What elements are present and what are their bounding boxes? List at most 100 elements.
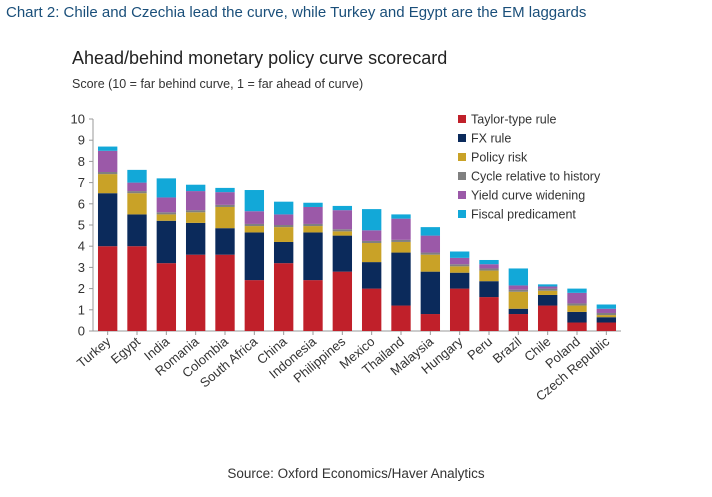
bar-segment	[537, 284, 558, 287]
x-tick-label: Egypt	[108, 334, 143, 367]
chart-subtitle: Score (10 = far behind curve, 1 = far ah…	[72, 77, 364, 91]
bar-segment	[215, 228, 235, 255]
bar-segment	[508, 289, 529, 292]
legend-swatch	[458, 210, 466, 218]
bar-segment	[127, 193, 147, 215]
legend-label: Taylor-type rule	[471, 113, 556, 127]
legend-swatch	[458, 115, 466, 123]
bar-segment	[97, 172, 118, 175]
bar-segment	[303, 226, 323, 233]
bar-segment	[420, 314, 441, 331]
y-tick-label: 5	[78, 218, 85, 233]
bar-segment	[420, 271, 441, 315]
legend-label: Yield curve widening	[471, 189, 585, 203]
bar-segment	[303, 280, 323, 331]
bar-segment	[596, 308, 617, 313]
bar-segment	[215, 204, 235, 207]
bar-segment	[420, 252, 441, 255]
bar-segment	[332, 210, 353, 230]
bar-segment	[596, 315, 617, 318]
chart-title: Ahead/behind monetary policy curve score…	[72, 48, 448, 68]
bar-segment	[361, 262, 382, 289]
bar-segment	[391, 305, 411, 331]
bar-segment	[185, 222, 206, 255]
bar-segment	[449, 264, 470, 267]
legend-swatch	[458, 153, 466, 161]
bar-segment	[97, 146, 118, 151]
x-tick-label: Turkey	[74, 333, 114, 370]
bar-segment	[537, 288, 558, 291]
y-tick-label: 0	[78, 324, 85, 339]
bar-segment	[303, 223, 323, 227]
bar-segment	[127, 214, 147, 247]
bar-segment	[361, 240, 382, 244]
y-tick-label: 4	[78, 239, 85, 254]
bar-segment	[449, 251, 470, 258]
bar-segment	[215, 206, 235, 229]
bar-segment	[361, 230, 382, 241]
bar-segment	[508, 308, 529, 315]
bar-segment	[97, 150, 118, 172]
bar-segment	[537, 294, 558, 306]
bar-segment	[508, 285, 529, 290]
x-tick-label: Peru	[464, 334, 495, 363]
legend-label: Cycle relative to history	[471, 170, 601, 184]
legend-label: Fiscal predicament	[471, 208, 576, 222]
bar-segment	[391, 252, 411, 306]
bar-segment	[420, 254, 441, 272]
bar-segment	[97, 174, 118, 194]
stacked-bar-chart: 012345678910TurkeyEgyptIndiaRomaniaColom…	[71, 112, 621, 404]
bar-segment	[185, 212, 206, 223]
bar-segment	[596, 317, 617, 323]
bar-segment	[567, 305, 587, 312]
bar-segment	[508, 291, 529, 309]
bar-segment	[449, 266, 470, 273]
bar-segment	[97, 193, 118, 247]
y-tick-label: 9	[78, 133, 85, 148]
y-tick-label: 2	[78, 281, 85, 296]
bar-segment	[567, 303, 587, 306]
bar-segment	[244, 280, 265, 331]
bar-segment	[156, 220, 177, 264]
legend-swatch	[458, 134, 466, 142]
bar-segment	[185, 210, 206, 213]
y-tick-label: 6	[78, 196, 85, 211]
legend-swatch	[458, 172, 466, 180]
bar-segment	[244, 211, 265, 224]
bar-segment	[508, 314, 529, 331]
bar-segment	[215, 192, 235, 205]
bar-segment	[127, 246, 147, 331]
bar-segment	[215, 187, 235, 193]
bar-segment	[273, 227, 294, 242]
bar-segment	[361, 288, 382, 331]
bar-segment	[273, 214, 294, 225]
bar-segment	[391, 218, 411, 240]
bar-segment	[391, 214, 411, 219]
bar-segment	[273, 241, 294, 264]
bar-segment	[185, 191, 206, 211]
bar-segment	[215, 254, 235, 331]
bar-segment	[537, 290, 558, 295]
bar-segment	[508, 268, 529, 286]
bar-segment	[479, 268, 499, 271]
bar-segment	[332, 231, 353, 236]
bar-segment	[332, 235, 353, 272]
bar-segment	[567, 311, 587, 323]
bar-segment	[332, 229, 353, 232]
x-tick-label: Brazil	[490, 334, 525, 366]
bar-segment	[596, 322, 617, 331]
bar-segment	[332, 271, 353, 331]
bar-segment	[156, 263, 177, 331]
bar-segment	[479, 259, 499, 265]
bar-segment	[244, 232, 265, 281]
bar-segment	[244, 223, 265, 227]
legend-label: FX rule	[471, 132, 511, 146]
bar-segment	[391, 239, 411, 242]
bar-segment	[567, 292, 587, 304]
y-tick-label: 10	[71, 112, 85, 127]
bar-segment	[479, 281, 499, 298]
bar-segment	[332, 205, 353, 211]
y-tick-label: 3	[78, 260, 85, 275]
bar-segment	[303, 232, 323, 281]
bar-segment	[156, 214, 177, 221]
